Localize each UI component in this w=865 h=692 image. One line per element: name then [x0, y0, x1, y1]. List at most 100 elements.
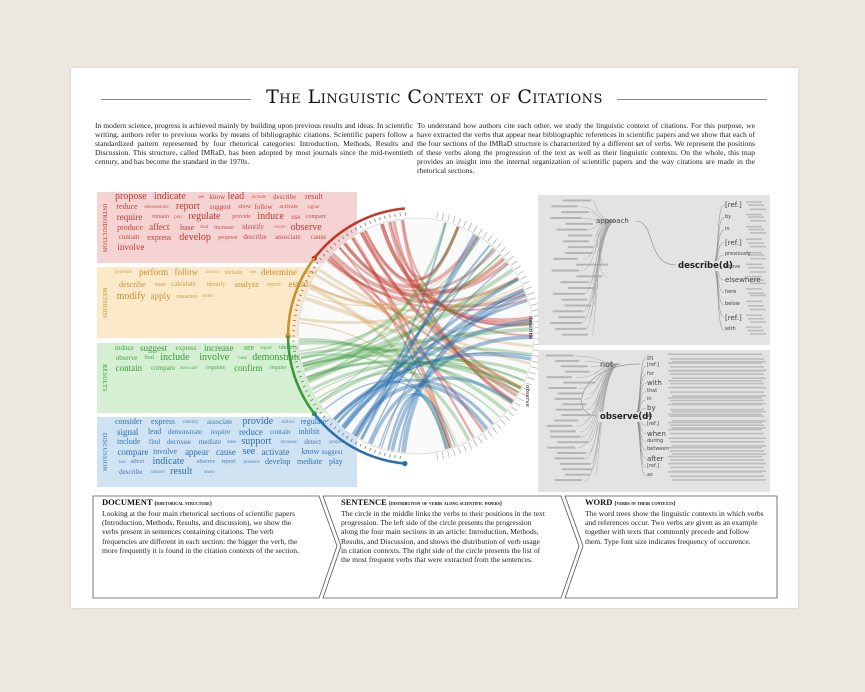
- cloud-word: show: [204, 469, 215, 475]
- verb-ribbon: [387, 393, 448, 450]
- verb-ribbon: [324, 380, 456, 447]
- verb-ribbon: [300, 277, 519, 324]
- section-label-results: RESULTS: [97, 343, 111, 413]
- title-rule-right: [617, 99, 767, 100]
- verb-ribbon: [303, 277, 519, 373]
- verb-tick: [527, 291, 535, 295]
- section-label-discussion: DISCUSSION: [97, 417, 111, 487]
- verb-ribbon: [402, 293, 527, 453]
- tree-branch-word: [ref.]: [725, 238, 742, 247]
- verb-ribbon: [378, 392, 450, 449]
- cloud-word: detect: [304, 437, 322, 446]
- cloud-word: suggest: [209, 202, 231, 211]
- word-cloud-results: induce suggest express increase see report ide…: [111, 343, 357, 413]
- arc-arrowhead: [402, 460, 408, 467]
- verb-ribbon: [327, 258, 528, 312]
- verb-tick: [463, 220, 467, 228]
- verb-ribbon: [304, 296, 522, 390]
- cloud-word: consider: [115, 417, 143, 426]
- tree-branch-word: [ref.]: [647, 421, 659, 428]
- verb-ribbon: [338, 247, 449, 449]
- cloud-word: follow: [281, 419, 295, 425]
- verb-ribbon: [367, 247, 495, 444]
- footer-chevrons: [92, 495, 778, 599]
- cloud-word: report: [266, 281, 281, 288]
- cloud-word: apply: [150, 291, 171, 302]
- verb-tick: [491, 239, 497, 245]
- cloud-word: increase: [280, 439, 297, 445]
- verb-ribbon: [359, 231, 518, 398]
- verb-ribbon: [350, 237, 475, 439]
- cloud-word: select: [202, 294, 214, 300]
- verb-tick: [447, 450, 450, 458]
- verb-tick: [500, 247, 506, 253]
- verb-ribbon: [303, 254, 501, 370]
- cloud-word: compare: [117, 446, 149, 457]
- footer-document-text: Looking at the four main rhetorical sect…: [102, 509, 299, 555]
- cloud-word: demonstrate: [144, 204, 169, 210]
- footer-document: DOCUMENT (rhetorical structure) Looking …: [102, 497, 302, 598]
- cloud-word: induce: [151, 469, 165, 475]
- word-cloud-discussion: consider express identify associate provide f…: [111, 417, 357, 487]
- cloud-word: indicate: [154, 191, 186, 203]
- tree-branch-word: by: [647, 404, 656, 413]
- verb-tick: [458, 218, 462, 225]
- cloud-word: regulate: [300, 417, 327, 426]
- intro-left: In modern science, progress is achieved …: [95, 121, 413, 166]
- cloud-word: find: [148, 437, 161, 446]
- verb-ribbon: [299, 237, 481, 352]
- tree-branch-word: in: [725, 226, 730, 232]
- cloud-word: use: [249, 270, 257, 276]
- cloud-word: include: [251, 194, 267, 200]
- cloud-word: contain: [115, 362, 143, 373]
- verb-tick: [496, 423, 502, 430]
- cloud-word: affect: [149, 222, 170, 232]
- verb-tick: [473, 225, 478, 233]
- tree-branch-word: after: [647, 454, 664, 463]
- cloud-word: propose: [329, 439, 346, 445]
- cloud-word: determine: [261, 267, 297, 278]
- footer-sentence-title: SENTENCE (distribution of verbs along sc…: [341, 497, 502, 507]
- verb-tick: [478, 228, 483, 235]
- verb-ribbon: [402, 219, 534, 337]
- verb-tick: [473, 439, 478, 447]
- cloud-word: mediate: [198, 437, 222, 446]
- cloud-word: estimate: [288, 279, 319, 290]
- tree-branch-word: [ref.]: [725, 313, 742, 322]
- cloud-word: produce: [117, 222, 143, 232]
- cloud-word: see: [244, 343, 255, 352]
- cloud-word: identify: [206, 281, 226, 288]
- verb-tick: [468, 222, 473, 230]
- verb-ribbon: [306, 361, 513, 405]
- cloud-word: describe: [243, 233, 267, 242]
- verb-tick: [452, 216, 456, 224]
- verb-ribbon: [362, 230, 509, 294]
- verb-ribbon: [318, 268, 533, 348]
- cloud-word: indicate: [152, 456, 185, 467]
- verb-tick: [500, 419, 506, 425]
- verb-ribbon: [389, 221, 533, 327]
- verb-ribbon: [310, 283, 522, 311]
- cloud-word: lead: [147, 427, 162, 436]
- footer-document-title: DOCUMENT (rhetorical structure): [102, 497, 212, 507]
- section-arc: [286, 335, 316, 415]
- cloud-word: signal: [307, 204, 320, 210]
- cloud-word: develop: [179, 231, 211, 243]
- cloud-word: observe: [115, 353, 138, 362]
- cloud-word: see: [198, 194, 205, 200]
- tree-branch-word: at: [647, 412, 653, 419]
- verb-tick: [530, 366, 538, 369]
- cloud-word: obtain: [305, 269, 321, 276]
- verb-tick: [507, 255, 514, 261]
- cloud-word: express: [151, 417, 175, 426]
- cloud-word: remain: [152, 214, 169, 221]
- footer-sentence-text: The circle in the middle links the verbs…: [341, 509, 545, 565]
- cloud-word: reduce: [238, 426, 263, 437]
- cloud-word: activate: [261, 446, 290, 457]
- cloud-word: include: [160, 352, 190, 363]
- verb-tick: [463, 444, 467, 452]
- cloud-word: involve: [117, 242, 145, 253]
- verb-tick: [514, 265, 521, 270]
- verb-ribbon: [380, 263, 509, 449]
- cloud-word: accord: [205, 270, 219, 276]
